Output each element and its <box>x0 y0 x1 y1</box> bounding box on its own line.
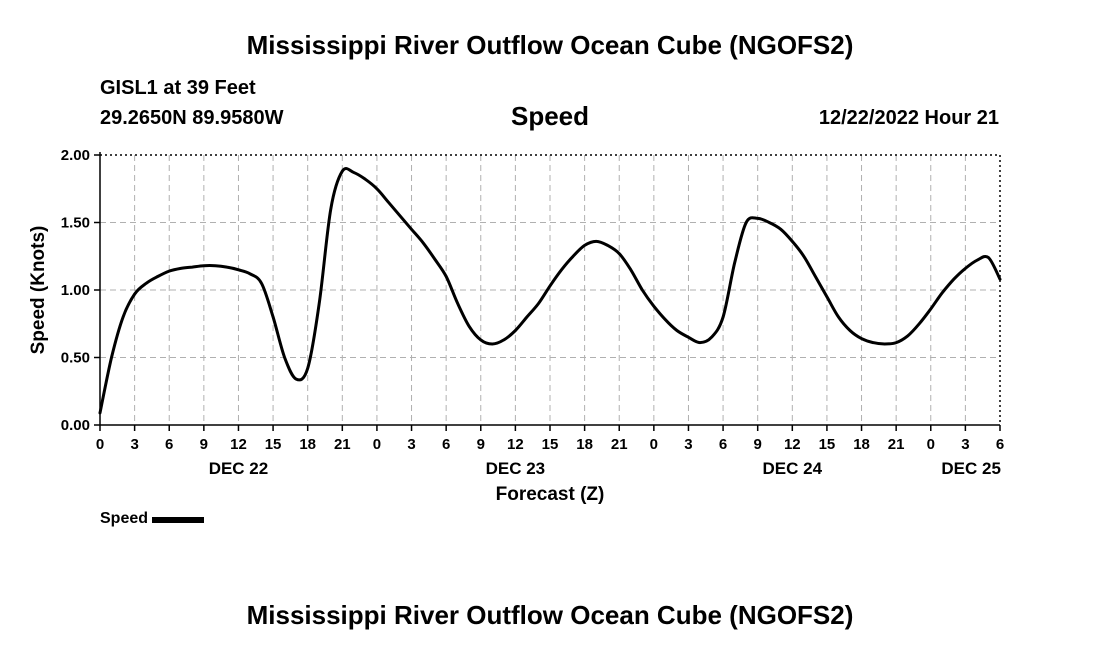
series-line-speed <box>98 167 1002 415</box>
x-tick-label: 18 <box>576 436 593 453</box>
x-tick-label: 9 <box>200 436 208 453</box>
station-coordinates: 29.2650N 89.9580W <box>100 107 284 129</box>
x-tick-label: 3 <box>961 436 969 453</box>
y-tick-label: 1.00 <box>61 282 90 299</box>
x-tick-label: 9 <box>754 436 762 453</box>
x-tick-label: 0 <box>650 436 658 453</box>
x-tick-label: 12 <box>230 436 247 453</box>
y-tick-label: 2.00 <box>61 147 90 164</box>
x-tick-label: 15 <box>819 436 836 453</box>
x-tick-label: 9 <box>477 436 485 453</box>
forecast-datetime: 12/22/2022 Hour 21 <box>818 107 999 129</box>
chart-title: Mississippi River Outflow Ocean Cube (NG… <box>246 30 854 60</box>
y-tick-label: 0.50 <box>61 350 90 367</box>
x-tick-label: 6 <box>996 436 1004 453</box>
x-tick-label: 21 <box>888 436 905 453</box>
x-tick-label: 6 <box>165 436 173 453</box>
x-tick-label: 3 <box>130 436 138 453</box>
x-tick-label: 21 <box>334 436 351 453</box>
x-tick-label: 15 <box>265 436 282 453</box>
day-label: DEC 24 <box>763 459 823 478</box>
legend-label: Speed <box>100 510 149 527</box>
station-label: GISL1 at 39 Feet <box>100 77 256 99</box>
x-tick-label: 12 <box>784 436 801 453</box>
legend-swatch <box>152 517 205 523</box>
y-axis-title: Speed (Knots) <box>28 226 49 355</box>
day-label: DEC 22 <box>209 459 269 478</box>
x-tick-label: 6 <box>442 436 450 453</box>
x-tick-label: 0 <box>373 436 381 453</box>
day-label: DEC 25 <box>941 459 1001 478</box>
legend: Speed <box>100 510 205 528</box>
x-axis-title: Forecast (Z) <box>496 484 605 505</box>
x-tick-label: 6 <box>719 436 727 453</box>
x-tick-label: 0 <box>96 436 104 453</box>
x-tick-label: 0 <box>927 436 935 453</box>
footer-title: Mississippi River Outflow Ocean Cube (NG… <box>246 600 854 630</box>
x-tick-label: 18 <box>853 436 870 453</box>
y-tick-label: 1.50 <box>61 215 90 232</box>
x-tick-label: 15 <box>542 436 559 453</box>
x-tick-label: 3 <box>407 436 415 453</box>
x-tick-label: 3 <box>684 436 692 453</box>
day-label: DEC 23 <box>486 459 546 478</box>
x-tick-label: 12 <box>507 436 524 453</box>
x-tick-label: 21 <box>611 436 628 453</box>
x-tick-label: 18 <box>299 436 316 453</box>
parameter-title: Speed <box>510 101 590 131</box>
y-tick-label: 0.00 <box>61 417 90 434</box>
